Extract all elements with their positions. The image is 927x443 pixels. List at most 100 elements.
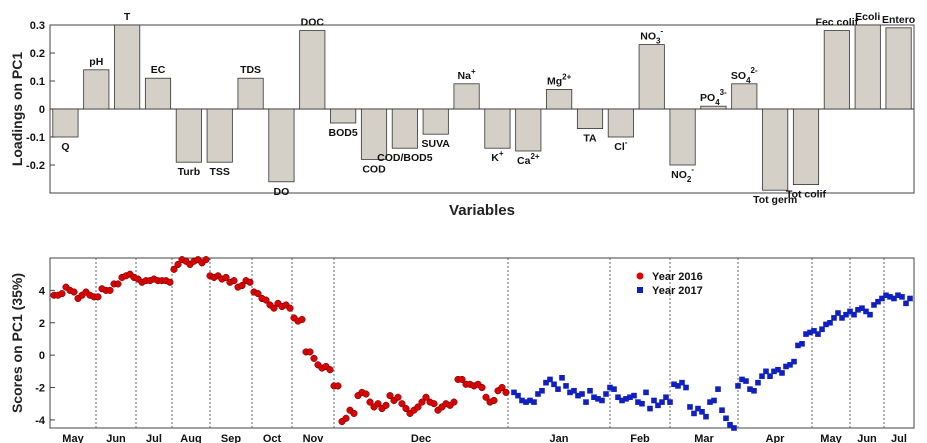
point-2017	[603, 391, 609, 397]
point-2016	[498, 383, 506, 392]
loading-bar	[268, 108, 295, 183]
point-2017	[887, 294, 893, 300]
point-2017	[707, 399, 713, 405]
loading-bar	[515, 108, 542, 152]
point-2017	[795, 342, 801, 349]
point-2016	[170, 265, 178, 273]
point-2017	[855, 307, 861, 313]
loading-bar	[885, 27, 912, 110]
y-tick-label: 0	[39, 104, 45, 116]
point-2017	[583, 399, 589, 405]
point-2016	[402, 405, 410, 413]
y-tick-label: 4	[39, 285, 46, 297]
point-2017	[671, 381, 677, 388]
point-2017	[907, 295, 913, 302]
point-2017	[727, 421, 733, 428]
point-2017	[611, 386, 617, 392]
y-tick-label: -0.2	[26, 160, 45, 172]
point-2017	[799, 341, 805, 347]
y-tick-label: 0.1	[30, 76, 45, 88]
legend-marker-2017	[637, 287, 643, 293]
point-2017	[515, 392, 521, 399]
point-2016	[422, 393, 430, 401]
legend-label: Year 2017	[652, 285, 703, 297]
loading-bar	[731, 83, 758, 110]
bar-label: Ecoli	[855, 11, 880, 23]
point-2017	[739, 376, 745, 383]
bar-label: PO43-	[700, 88, 727, 107]
point-2016	[230, 277, 238, 285]
bar-label: Turb	[178, 166, 201, 178]
point-2017	[807, 329, 813, 336]
point-2016	[386, 392, 394, 400]
point-2016	[478, 383, 486, 392]
point-2017	[607, 384, 613, 391]
loading-bar	[823, 30, 850, 110]
point-2017	[655, 402, 661, 409]
point-2016	[414, 403, 422, 411]
point-2017	[579, 391, 585, 397]
point-2017	[623, 396, 629, 402]
loading-bar	[546, 89, 573, 110]
bar-label: Na+	[458, 67, 476, 82]
point-2017	[599, 397, 605, 404]
point-2016	[326, 366, 334, 374]
point-2016	[362, 390, 370, 398]
point-2017	[811, 328, 817, 334]
point-2016	[174, 260, 182, 269]
legend-marker-2016	[636, 272, 644, 280]
point-2016	[382, 401, 390, 409]
point-2017	[571, 387, 577, 394]
point-2017	[647, 405, 653, 412]
point-2017	[767, 373, 773, 379]
point-2016	[418, 398, 426, 406]
point-2016	[350, 409, 358, 417]
y-tick-label: -4	[35, 415, 46, 427]
point-2017	[635, 399, 641, 405]
point-2016	[286, 304, 294, 312]
loading-bar	[792, 108, 820, 185]
point-2017	[543, 379, 549, 386]
point-2017	[747, 386, 753, 392]
point-2016	[254, 290, 262, 298]
bar-label: EC	[151, 64, 166, 76]
point-2017	[791, 358, 797, 365]
point-2016	[222, 273, 230, 281]
point-2017	[619, 397, 625, 404]
loading-bar	[700, 105, 727, 110]
point-2016	[270, 304, 278, 312]
point-2017	[555, 386, 561, 392]
point-2016	[450, 398, 458, 406]
point-2017	[719, 407, 725, 413]
month-label: Feb	[630, 433, 650, 443]
point-2016	[430, 400, 438, 408]
point-2017	[651, 397, 657, 404]
point-2017	[523, 399, 529, 405]
point-2017	[643, 389, 649, 396]
point-2016	[58, 290, 66, 298]
point-2017	[595, 396, 601, 402]
point-2017	[879, 295, 885, 302]
loading-bar	[144, 77, 172, 110]
bar-label: NO3-	[640, 27, 663, 46]
point-2016	[366, 398, 374, 406]
point-2017	[559, 375, 565, 381]
month-label: Jun	[106, 433, 126, 443]
point-2016	[262, 296, 270, 304]
point-2017	[759, 373, 765, 379]
loading-bar	[854, 24, 881, 110]
point-2017	[835, 310, 841, 316]
point-2016	[202, 256, 210, 264]
point-2016	[70, 288, 78, 296]
point-2017	[851, 311, 857, 318]
point-2017	[735, 383, 741, 389]
point-2016	[374, 400, 382, 408]
point-2017	[787, 362, 793, 368]
bar-label: DO	[274, 186, 290, 198]
point-2016	[114, 280, 122, 288]
point-2017	[563, 383, 569, 389]
point-2017	[627, 394, 633, 401]
point-2017	[723, 415, 729, 422]
month-label: Nov	[303, 433, 325, 443]
